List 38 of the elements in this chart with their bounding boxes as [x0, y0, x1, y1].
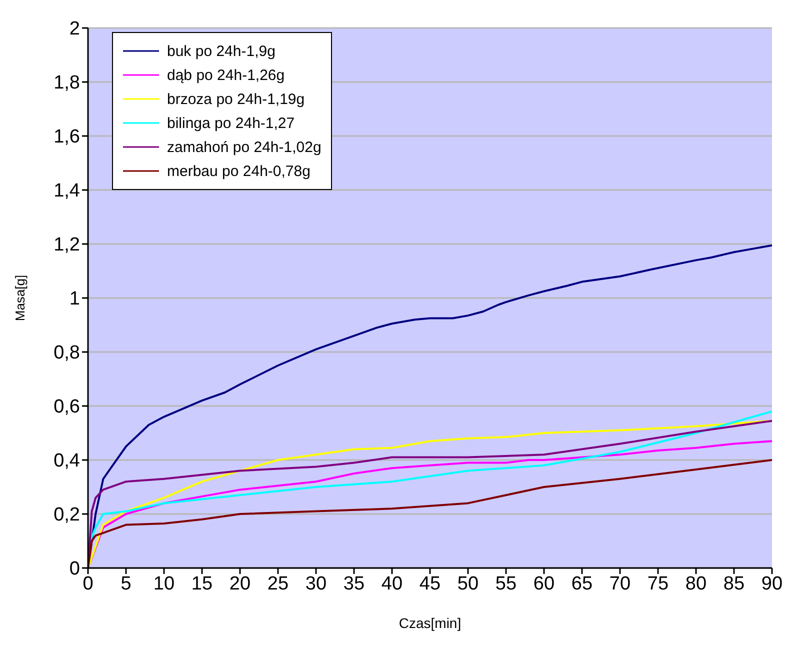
x-tick-label: 20 — [229, 573, 251, 594]
x-tick-label: 75 — [647, 573, 669, 594]
x-tick-label: 60 — [533, 573, 555, 594]
x-tick-label: 5 — [120, 573, 132, 594]
y-tick-label: 0,8 — [54, 342, 80, 364]
y-tick-label: 1,8 — [54, 72, 80, 94]
y-tick-label: 1,6 — [54, 126, 80, 148]
x-tick-label: 85 — [723, 573, 745, 594]
y-tick-label: 1,2 — [54, 234, 80, 256]
y-tick-label: 0 — [69, 558, 80, 580]
x-tick-label: 45 — [419, 573, 441, 594]
x-tick-label: 25 — [267, 573, 289, 594]
legend-label: brzoza po 24h-1,19g — [167, 90, 305, 108]
x-tick-label: 55 — [495, 573, 517, 594]
x-axis-title: Czas[min] — [398, 615, 462, 631]
y-tick-label: 1,4 — [54, 180, 80, 202]
y-tick-label: 2 — [69, 18, 80, 40]
x-tick-label: 80 — [685, 573, 707, 594]
y-tick-label: 0,4 — [54, 450, 80, 472]
x-tick-label: 70 — [609, 573, 631, 594]
x-tick-label: 10 — [153, 573, 175, 594]
x-tick-label: 50 — [457, 573, 479, 594]
y-tick-label: 1 — [69, 288, 80, 310]
legend-label: dąb po 24h-1,26g — [167, 66, 285, 84]
x-tick-label: 30 — [305, 573, 327, 594]
legend-label: merbau po 24h-0,78g — [167, 162, 310, 180]
legend-label: bilinga po 24h-1,27 — [167, 114, 295, 132]
x-tick-label: 35 — [343, 573, 365, 594]
x-tick-label: 65 — [571, 573, 593, 594]
legend-label: zamahoń po 24h-1,02g — [167, 138, 322, 156]
legend-label: buk po 24h-1,9g — [167, 42, 276, 60]
y-tick-label: 0,6 — [54, 396, 80, 418]
y-tick-label: 0,2 — [54, 504, 80, 526]
x-tick-label: 40 — [381, 573, 403, 594]
x-tick-label: 15 — [191, 573, 213, 594]
y-axis-title: Masa[g] — [12, 274, 28, 322]
x-tick-label: 0 — [82, 573, 94, 594]
x-tick-label: 90 — [761, 573, 783, 594]
